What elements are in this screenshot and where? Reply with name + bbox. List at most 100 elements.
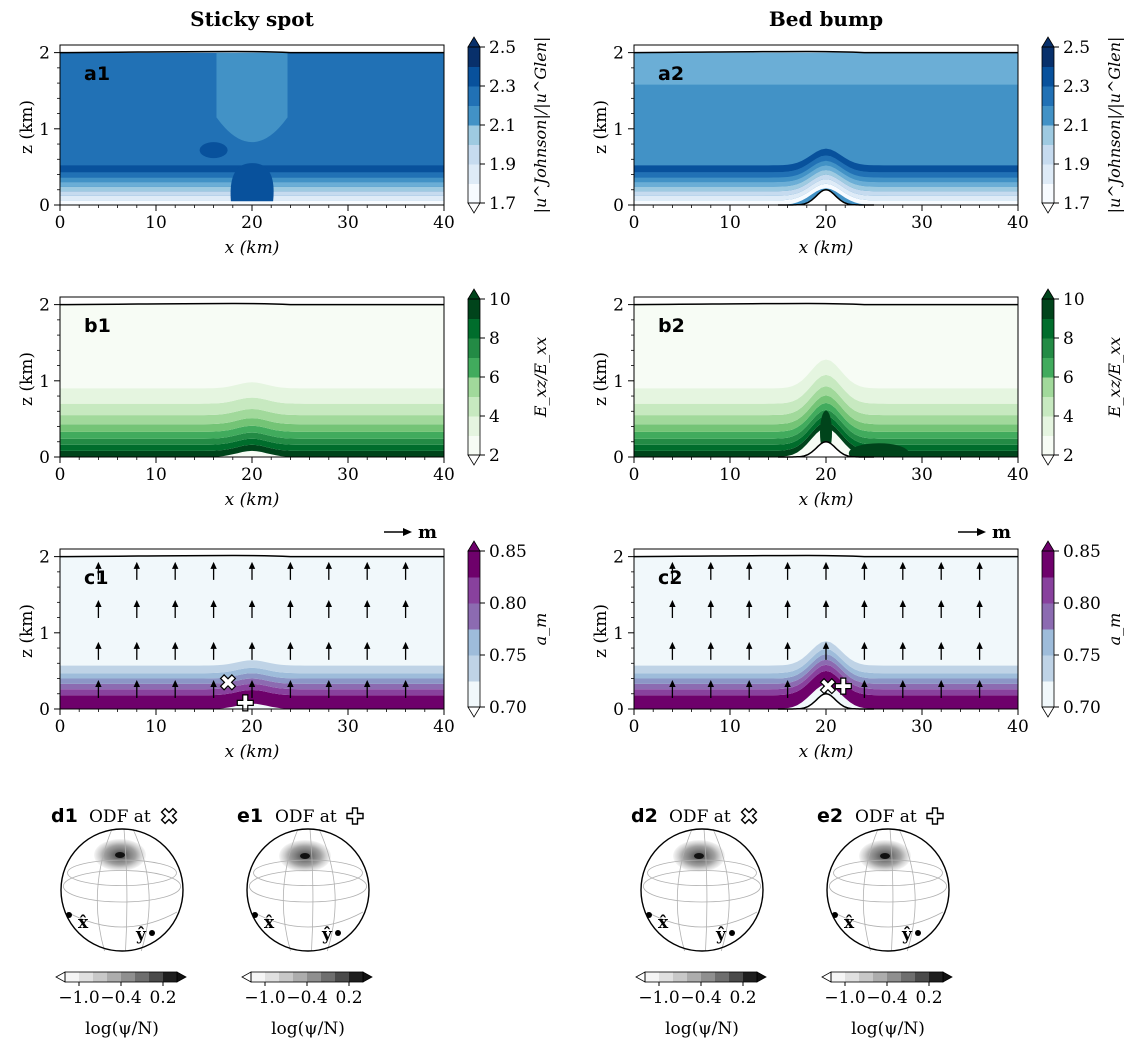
director-arrowhead [899, 561, 906, 569]
x-tick-label: 40 [433, 465, 455, 485]
y-axis-label: z (km) [591, 100, 611, 154]
director-arrowhead [861, 641, 868, 649]
odf-colorbar-extend-min [821, 971, 832, 983]
contour-band [60, 432, 444, 445]
contour-region [848, 443, 909, 457]
odf-outline [826, 828, 950, 952]
colorbar-tick-label: 0.75 [489, 646, 527, 666]
colorbar-segment [1042, 603, 1054, 630]
odf-colorbar-segment [251, 972, 266, 982]
odf-colorbar-segment [265, 972, 280, 982]
odf-colorbar-segment [715, 972, 730, 982]
odf-colorbar-segment [645, 972, 660, 982]
x-tick-label: 20 [241, 465, 263, 485]
colorbar-segment [1042, 655, 1054, 682]
director-arrowhead [669, 599, 676, 607]
contour-band [60, 660, 444, 674]
odf-colorbar-tick-label: −0.4 [100, 988, 141, 1008]
odf-x-axis-point [252, 912, 258, 918]
x-axis-label: x (km) [799, 490, 854, 510]
director-arrowhead [861, 679, 868, 687]
odf-colorbar-segment [349, 972, 364, 982]
x-tick-label: 40 [1007, 213, 1029, 233]
odf-panel-label: d1 [51, 805, 78, 827]
colorbar-tick-label: 0.70 [1063, 698, 1101, 718]
contour-region [634, 52, 1018, 85]
colorbar-tick-label: 2.5 [489, 38, 516, 58]
contour-band [634, 415, 1018, 451]
colorbar-segment [468, 86, 480, 106]
odf-colorbar-segment [845, 972, 860, 982]
odf-grid-latitude [253, 859, 363, 887]
panel-a1: 0 10 20 30 40 0 1 2 x (km) z (km) a1 [17, 44, 455, 258]
odf-colorbar-segment [79, 972, 94, 982]
director-arrowhead [325, 679, 332, 687]
odf-colorbar-segment [873, 972, 888, 982]
odf-colorbar-label: log(ψ/N) [85, 1019, 159, 1039]
colorbar-segment [1042, 551, 1054, 578]
colorbar-tick-label: 1.9 [489, 155, 516, 175]
odf-colorbar-label: log(ψ/N) [665, 1019, 739, 1039]
odf-outline [640, 828, 764, 952]
odf-x-axis-label: x̂ [264, 913, 275, 933]
colorbar-a2: 1.7 1.9 2.1 2.3 2.5 |u^Johnson|/|u^Glen| [1041, 36, 1124, 214]
contour-field [60, 52, 444, 205]
colorbar-tick-label: 10 [489, 290, 511, 310]
odf-plus-marker [236, 694, 254, 712]
director-arrowhead [364, 599, 371, 607]
colorbar-extend-min [467, 454, 481, 466]
colorbar-extend-min [467, 202, 481, 214]
x-tick-label: 20 [241, 717, 263, 737]
colorbar-extend-max [467, 540, 481, 552]
director-arrowhead [287, 599, 294, 607]
colorbar-segment [1042, 396, 1054, 417]
colorbar-tick-label: 8 [489, 329, 500, 349]
director-arrowhead [364, 679, 371, 687]
director-arrowhead [210, 599, 217, 607]
contour-band [60, 444, 444, 457]
y-axis-label: z (km) [17, 352, 37, 406]
contour-band [634, 148, 1018, 173]
x-tick-label: 30 [911, 213, 933, 233]
panel-label: a1 [84, 63, 110, 85]
odf-peak [300, 853, 310, 859]
director-arrowhead [133, 599, 140, 607]
above-surface [634, 549, 1018, 557]
odf-grid-meridian [132, 828, 150, 952]
contour-band [634, 179, 1018, 201]
x-tick-label: 40 [433, 213, 455, 233]
x-tick-label: 0 [55, 717, 66, 737]
colorbar-segment [1042, 377, 1054, 397]
director-arrowhead [325, 599, 332, 607]
above-surface [634, 45, 1018, 53]
colorbar-segment [1042, 66, 1054, 87]
colorbar-tick-label: 4 [1063, 407, 1074, 427]
contour-band [634, 648, 1018, 679]
contour-band [634, 422, 1018, 457]
contour-band [60, 418, 444, 432]
director-arrowhead [707, 641, 714, 649]
colorbar-segment [1042, 299, 1054, 319]
bed-bump [778, 693, 874, 709]
odf-grid-meridian [123, 828, 128, 952]
director-arrowhead [746, 561, 753, 569]
director-arrowhead [707, 679, 714, 687]
director-arrowhead [822, 599, 830, 607]
director-arrowhead [938, 599, 945, 607]
colorbar-extend-min [1041, 202, 1055, 214]
director-arrowhead [364, 561, 371, 569]
director-arrowhead [133, 679, 140, 687]
odf-plus-marker [834, 677, 852, 695]
colorbar-label: E_xz/E_xx [1105, 337, 1124, 418]
director-arrowhead [402, 679, 409, 687]
ice-surface-line [59, 50, 444, 54]
director-arrowhead [402, 599, 409, 607]
panel-label: b1 [84, 315, 111, 337]
odf-sphere [247, 829, 369, 951]
odf-colorbar-tick-label: −1.0 [638, 988, 679, 1008]
director-arrowhead [976, 561, 983, 569]
director-arrowhead [95, 561, 102, 569]
colorbar-segment [1042, 164, 1054, 184]
odf-grid-meridian [318, 828, 336, 952]
contour-region [230, 163, 274, 202]
